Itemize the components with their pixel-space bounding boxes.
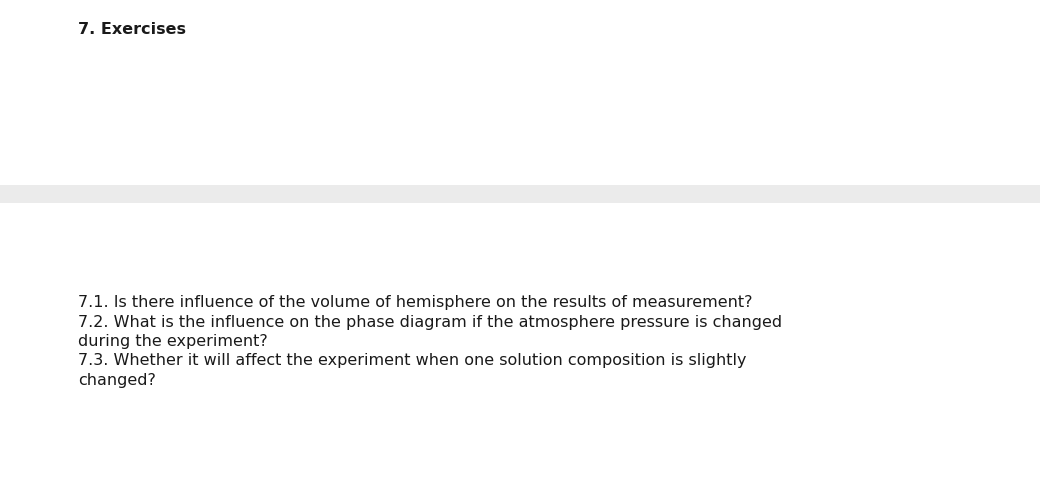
- Text: during the experiment?: during the experiment?: [78, 334, 267, 349]
- Text: 7.3. Whether it will affect the experiment when one solution composition is slig: 7.3. Whether it will affect the experime…: [78, 353, 747, 368]
- Text: 7.1. Is there influence of the volume of hemisphere on the results of measuremen: 7.1. Is there influence of the volume of…: [78, 295, 753, 310]
- Text: changed?: changed?: [78, 373, 156, 388]
- Text: 7.2. What is the influence on the phase diagram if the atmosphere pressure is ch: 7.2. What is the influence on the phase …: [78, 315, 782, 330]
- Bar: [0, 185, 1040, 203]
- Text: 7. Exercises: 7. Exercises: [78, 22, 186, 37]
